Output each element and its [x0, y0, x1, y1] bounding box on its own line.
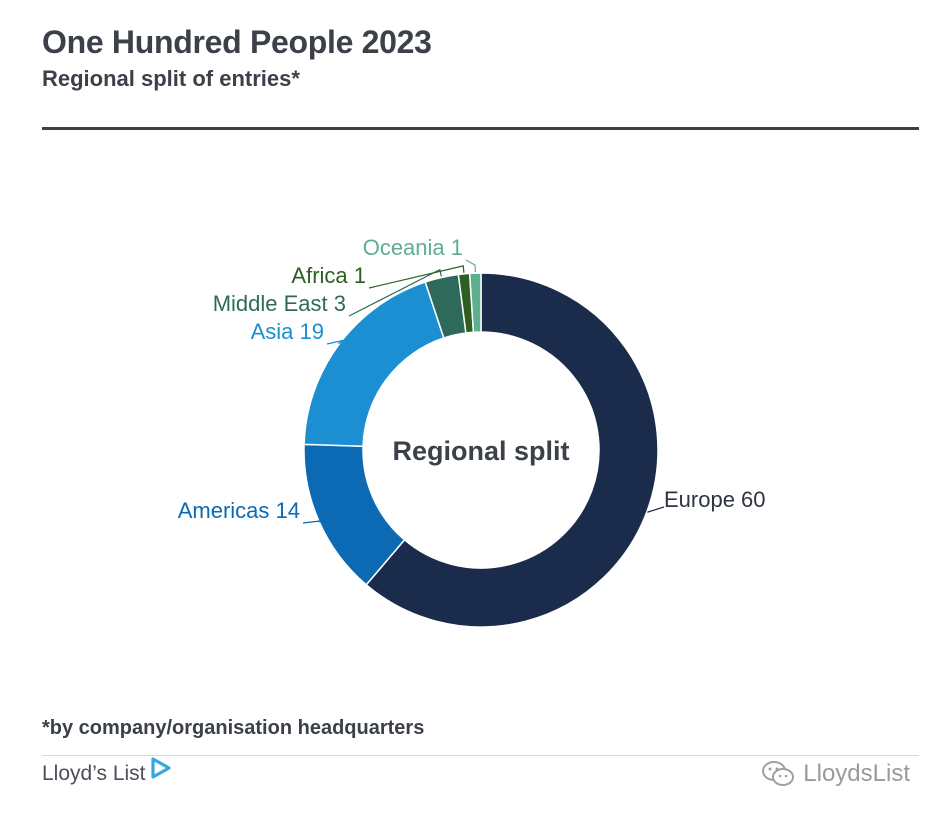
header-divider	[42, 127, 919, 130]
data-label-americas: Americas 14	[178, 498, 300, 523]
footer-divider	[42, 755, 919, 756]
data-label-middle-east: Middle East 3	[213, 291, 346, 316]
watermark-text: LloydsList	[803, 760, 910, 787]
leader-line-americas	[302, 520, 321, 524]
leader-line-asia	[326, 339, 346, 345]
chart-title: One Hundred People 2023	[42, 24, 432, 60]
slice-europe	[365, 272, 659, 628]
slice-oceania	[468, 272, 482, 334]
data-label-asia: Asia 19	[251, 319, 324, 344]
center-label: Regional split	[392, 436, 569, 466]
data-label-europe: Europe 60	[664, 487, 766, 512]
footnote: *by company/organisation headquarters	[42, 717, 425, 739]
play-arrow-icon	[150, 757, 171, 779]
watermark: LloydsList	[761, 760, 910, 788]
leader-line-africa	[368, 265, 465, 289]
lloyds-list-logo: Lloyd’s List	[42, 757, 172, 786]
logo-text: Lloyd’s List	[42, 762, 146, 785]
data-label-oceania: Oceania 1	[363, 235, 463, 260]
chart-subtitle: Regional split of entries*	[42, 66, 300, 91]
wechat-icon	[762, 761, 795, 786]
leader-line-oceania	[465, 259, 476, 273]
data-label-africa: Africa 1	[291, 263, 366, 288]
leader-line-europe	[647, 506, 665, 513]
leader-line-middle-east	[348, 268, 442, 317]
